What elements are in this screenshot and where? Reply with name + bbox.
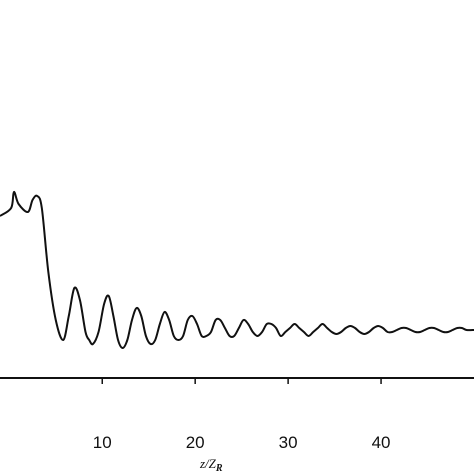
x-tick-label: 10: [93, 433, 112, 452]
x-tick-labels: 10 20 30 40: [93, 433, 391, 452]
series-group: [0, 190, 474, 349]
x-tick-label: 30: [279, 433, 298, 452]
x-axis: [0, 377, 474, 384]
x-axis-label: z/ZR: [199, 456, 223, 474]
x-axis-label-subscript: R: [215, 463, 223, 474]
series-line: [0, 190, 474, 349]
x-tick-label: 40: [372, 433, 391, 452]
x-tick-label: 20: [186, 433, 205, 452]
